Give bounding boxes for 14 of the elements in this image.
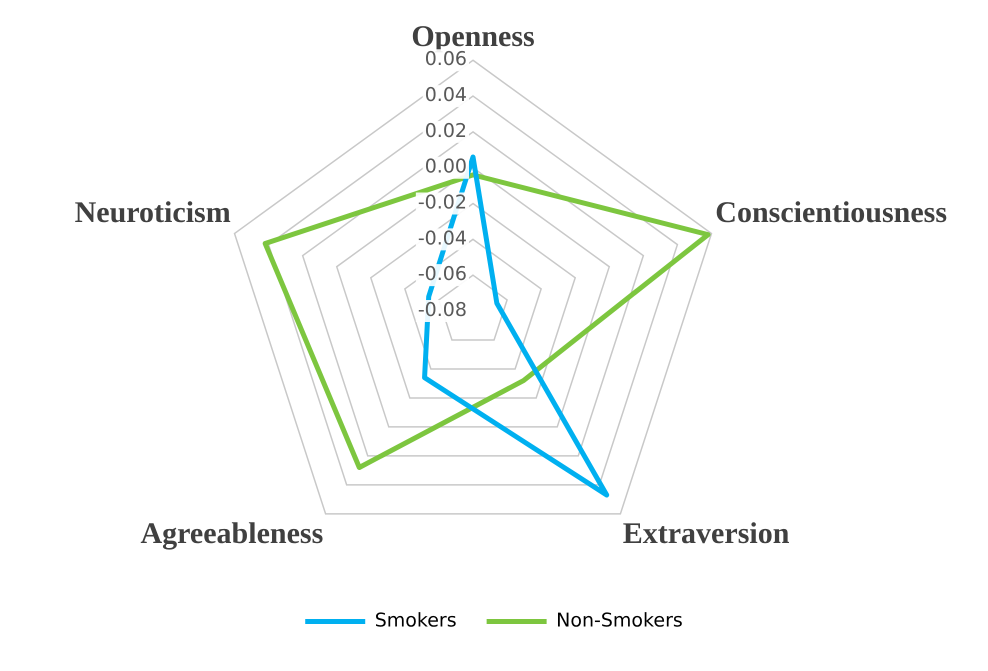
y-tick-label: 0.04 [424,84,467,106]
y-tick-label: 0.06 [424,48,467,70]
spoke-label: Extraversion [622,516,790,550]
spoke-label: Neuroticism [74,196,231,230]
legend-label: Non-Smokers [556,609,683,632]
spoke-label: Agreeableness [140,516,324,550]
y-tick-label: -0.08 [418,298,467,321]
y-tick-label: 0.02 [424,120,467,142]
y-tick-label: 0.00 [424,156,467,178]
legend-label: Smokers [374,609,457,632]
y-tick-label: -0.02 [418,191,467,214]
y-tick-label: -0.04 [418,227,467,250]
y-tick-label: -0.06 [418,263,467,286]
spoke-label: Conscientiousness [715,196,948,230]
